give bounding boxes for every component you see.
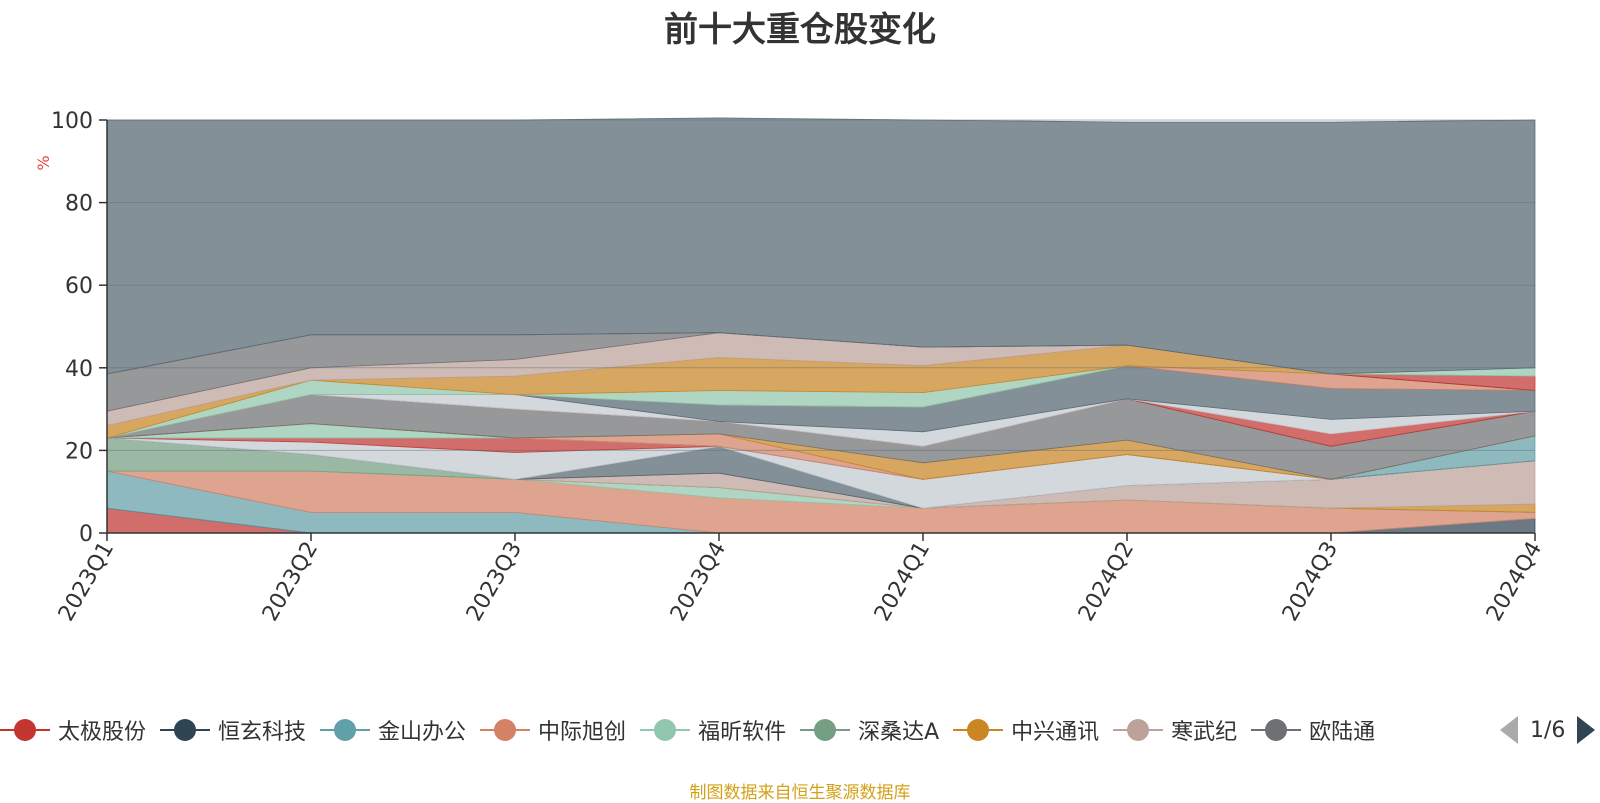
legend-item[interactable]: 恒玄科技 [160, 710, 306, 750]
legend-item[interactable]: 中兴通讯 [953, 710, 1099, 750]
legend-label: 深桑达A [858, 720, 940, 745]
y-tick-label: 60 [65, 274, 93, 299]
legend-label: 中际旭创 [538, 720, 627, 745]
legend-page-indicator: 1/6 [1530, 717, 1566, 743]
legend-item[interactable]: 中际旭创 [480, 710, 626, 750]
x-tick-label: 2024Q2 [1074, 538, 1139, 626]
legend: 太极股份 恒玄科技 金山办公 中际旭创 福昕软件 深桑达A 中兴通讯 寒武纪 欧陆通 1/6 [0, 710, 1600, 750]
source-note: 制图数据来自恒生聚源数据库 [689, 783, 911, 803]
legend-label: 太极股份 [58, 720, 147, 745]
legend-swatch-icon [480, 718, 531, 742]
y-axis-unit: % [34, 155, 53, 170]
x-tick-label: 2024Q3 [1278, 538, 1343, 626]
legend-swatch-icon [160, 718, 211, 742]
legend-label: 中兴通讯 [1011, 720, 1100, 745]
legend-items: 太极股份 恒玄科技 金山办公 中际旭创 福昕软件 深桑达A 中兴通讯 寒武纪 欧陆通 [0, 710, 1484, 750]
x-tick-label: 2023Q2 [258, 538, 323, 626]
legend-swatch-icon [800, 718, 851, 742]
legend-label: 恒玄科技 [218, 720, 307, 745]
legend-item[interactable]: 寒武纪 [1113, 710, 1237, 750]
legend-swatch-icon [1251, 718, 1302, 742]
legend-swatch-icon [320, 718, 371, 742]
legend-swatch-icon [953, 718, 1004, 742]
legend-prev-page-icon[interactable] [1500, 716, 1518, 744]
legend-label: 金山办公 [378, 720, 467, 745]
legend-item[interactable]: 金山办公 [320, 710, 466, 750]
legend-item[interactable]: 欧陆通 [1251, 710, 1375, 750]
legend-swatch-icon [640, 718, 691, 742]
legend-swatch-icon [0, 718, 50, 742]
axes [106, 120, 1535, 534]
y-tick-label: 0 [79, 522, 93, 547]
x-tick-label: 2024Q1 [870, 538, 935, 626]
y-tick-label: 20 [65, 439, 93, 464]
y-tick-label: 80 [65, 192, 93, 217]
legend-label: 福昕软件 [698, 720, 787, 745]
legend-item[interactable]: 福昕软件 [640, 710, 786, 750]
chart-title: 前十大重仓股变化 [664, 10, 936, 50]
x-tick-label: 2024Q4 [1482, 538, 1547, 626]
legend-label: 欧陆通 [1309, 720, 1376, 745]
legend-label: 寒武纪 [1171, 720, 1238, 745]
x-axis-ticks: 2023Q1 2023Q2 2023Q3 2023Q4 2024Q1 2024Q2 2024… [54, 533, 1547, 626]
y-tick-label: 40 [65, 357, 93, 382]
area-series-group [106, 117, 1536, 534]
y-tick-label: 100 [51, 109, 93, 134]
grid-lines [107, 119, 1535, 451]
x-tick-label: 2023Q3 [462, 538, 527, 626]
legend-next-page-icon[interactable] [1577, 716, 1596, 744]
y-axis-ticks: 0 20 40 60 80 100 [51, 109, 107, 547]
legend-pager: 1/6 [1500, 710, 1596, 750]
legend-item[interactable]: 太极股份 [0, 710, 146, 750]
area-series-28 [106, 117, 1536, 375]
x-tick-label: 2023Q4 [666, 538, 731, 626]
legend-swatch-icon [1113, 718, 1164, 742]
x-tick-label: 2023Q1 [54, 538, 119, 626]
legend-item[interactable]: 深桑达A [800, 710, 939, 750]
